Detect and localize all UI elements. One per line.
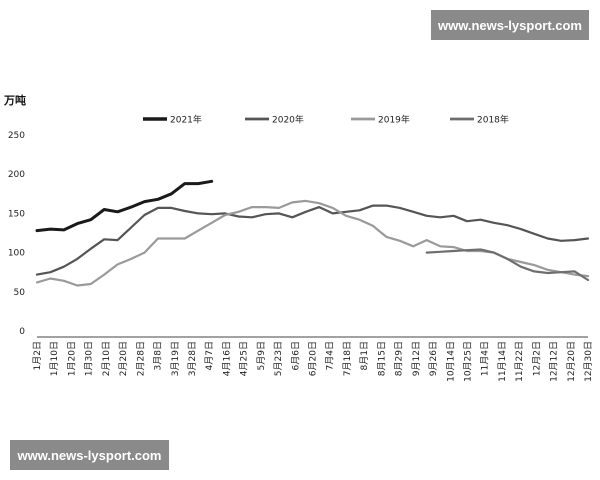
x-tick-label: 4月7日 (204, 341, 215, 370)
series-group (35, 179, 590, 287)
x-tick-label: 7月4日 (325, 341, 336, 370)
series-line-2019年 (35, 199, 590, 287)
watermark-bottom: www.news-lysport.com (10, 440, 169, 470)
legend-label: 2021年 (170, 114, 202, 126)
x-tick-label: 8月15日 (376, 341, 387, 376)
series-line-2021年 (35, 179, 214, 233)
legend: 2021年 2020年 2019年 2018年 (143, 114, 509, 126)
x-tick-label: 11月4日 (480, 341, 491, 376)
x-tick-label: 5月9日 (256, 341, 267, 370)
x-tick-label: 9月26日 (428, 341, 439, 376)
y-tick-label: 250 (8, 131, 25, 141)
legend-label: 2019年 (378, 114, 410, 126)
series-line-2020年 (35, 204, 590, 276)
x-tick-label: 2月10日 (101, 341, 112, 376)
x-tick-label: 11月22日 (514, 341, 525, 382)
x-tick-label: 10月14日 (445, 341, 456, 382)
legend-label: 2018年 (477, 114, 509, 126)
x-tick-label: 11月14日 (497, 341, 508, 382)
x-axis: 1月2日 1月10日 1月20日 1月30日 2月10日 2月20日 2月28日 3月8日 3月… (32, 336, 594, 382)
y-tick-label: 100 (8, 249, 25, 259)
x-tick-label: 1月30日 (84, 341, 95, 376)
x-tick-label: 3月28日 (187, 341, 198, 376)
x-tick-label: 1月10日 (49, 341, 60, 376)
x-tick-label: 2月28日 (135, 341, 146, 376)
y-tick-label: 50 (14, 288, 26, 298)
x-tick-label: 1月20日 (66, 341, 77, 376)
x-tick-label: 12月2日 (531, 341, 542, 376)
x-tick-label: 9月12日 (411, 341, 422, 376)
x-tick-label: 8月1日 (359, 341, 370, 370)
x-tick-label: 5月23日 (273, 341, 284, 376)
x-tick-label: 2月20日 (118, 341, 129, 376)
y-tick-label: 200 (8, 170, 25, 180)
x-tick-label: 3月19日 (170, 341, 181, 376)
x-tick-label: 6月20日 (308, 341, 319, 376)
watermark-top: www.news-lysport.com (431, 10, 589, 40)
y-axis: 0 50 100 150 200 250 (8, 131, 25, 337)
x-tick-label: 6月6日 (290, 341, 301, 370)
x-tick-label: 1月2日 (32, 341, 43, 370)
x-tick-label: 12月20日 (566, 341, 577, 382)
y-tick-label: 0 (19, 327, 25, 337)
x-tick-label: 7月18日 (342, 341, 353, 376)
x-tick-label: 12月30日 (583, 341, 594, 382)
x-tick-label: 4月16日 (221, 341, 232, 376)
x-tick-label: 12月12日 (549, 341, 560, 382)
series-line-2018年 (425, 248, 590, 282)
x-tick-label: 3月8日 (153, 341, 164, 370)
x-tick-label: 8月29日 (394, 341, 405, 376)
legend-label: 2020年 (272, 114, 304, 126)
x-tick-label: 10月25日 (462, 341, 473, 382)
y-axis-label: 万吨 (3, 93, 26, 107)
y-tick-label: 150 (8, 209, 25, 219)
x-tick-label: 4月25日 (239, 341, 250, 376)
